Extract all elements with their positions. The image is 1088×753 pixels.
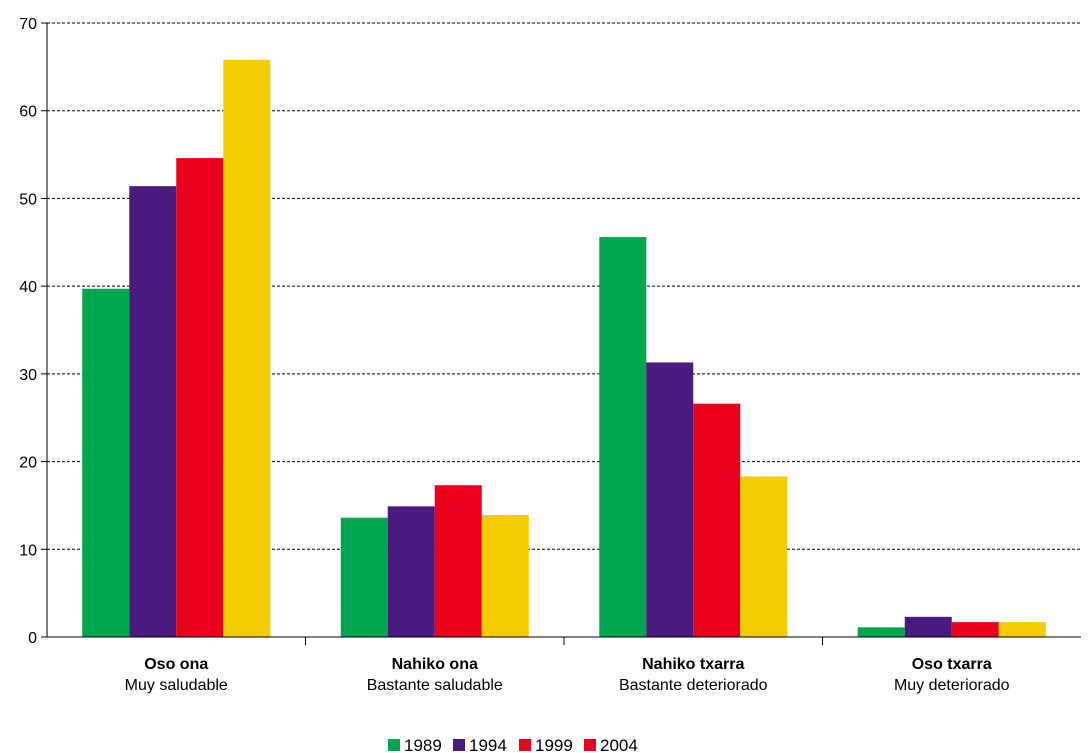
- y-tick-label: 10: [19, 542, 37, 559]
- bar-1989-cat1: [82, 288, 130, 637]
- legend-swatch-1994: [453, 739, 465, 751]
- bar-1989-cat4: [857, 627, 905, 637]
- legend-label-2004: 2004: [600, 736, 638, 753]
- x-category-sublabel: Bastante saludable: [367, 677, 503, 694]
- legend-swatch-1999: [519, 739, 531, 751]
- bar-1994-cat4: [904, 616, 952, 637]
- x-category-sublabel: Muy saludable: [125, 677, 228, 694]
- y-tick-label: 50: [19, 191, 37, 208]
- bars: [82, 59, 1046, 638]
- bar-1994-cat2: [387, 506, 435, 637]
- axes: [41, 22, 1081, 645]
- x-category-sublabel: Bastante deteriorado: [619, 677, 768, 694]
- bar-1999-cat3: [693, 403, 741, 637]
- bar-1994-cat1: [129, 186, 177, 638]
- x-category-sublabel: Muy deteriorado: [894, 677, 1010, 694]
- x-category-labels: Oso ona Muy saludable Nahiko ona Bastante s…: [125, 656, 1010, 694]
- legend-swatch-2004: [584, 739, 596, 751]
- y-tick-label: 20: [19, 455, 37, 472]
- bar-2004-cat2: [481, 515, 529, 637]
- y-tick-label: 0: [28, 630, 37, 647]
- bar-1994-cat3: [646, 362, 694, 637]
- bar-1989-cat2: [340, 517, 388, 637]
- legend-label-1994: 1994: [469, 736, 507, 753]
- y-tick-label: 70: [19, 16, 37, 33]
- y-tick-label: 60: [19, 104, 37, 121]
- legend-label-1999: 1999: [535, 736, 573, 753]
- bar-1999-cat4: [951, 622, 999, 637]
- y-tick-labels: 0 10 20 30 40 50 60 70: [19, 16, 37, 647]
- y-tick-label: 30: [19, 367, 37, 384]
- bar-1999-cat2: [434, 485, 482, 637]
- bar-2004-cat4: [998, 622, 1046, 637]
- bar-1989-cat3: [599, 237, 647, 637]
- x-category-label: Nahiko txarra: [642, 656, 744, 673]
- y-tick-label: 40: [19, 279, 37, 296]
- x-category-label: Nahiko ona: [392, 656, 478, 673]
- bar-2004-cat1: [223, 59, 271, 637]
- x-category-label: Oso ona: [144, 656, 208, 673]
- x-category-label: Oso txarra: [912, 656, 992, 673]
- bar-1999-cat1: [176, 158, 224, 637]
- legend: 1989 1994 1999 2004: [388, 736, 638, 753]
- bar-2004-cat3: [740, 476, 788, 637]
- legend-label-1989: 1989: [404, 736, 442, 753]
- legend-swatch-1989: [388, 739, 400, 751]
